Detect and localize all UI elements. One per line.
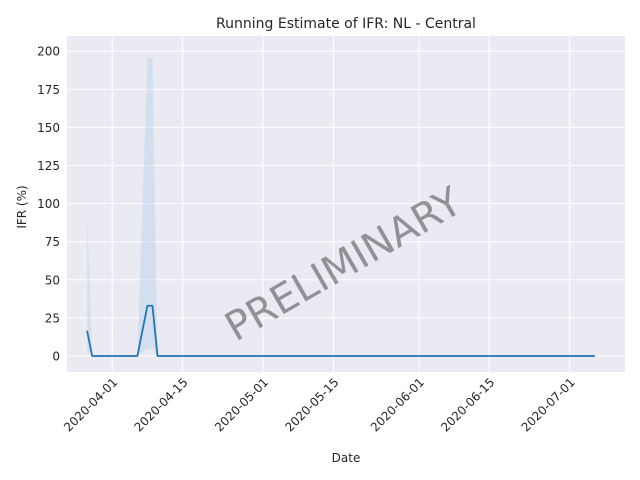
ifr-estimate-line: [86, 304, 595, 357]
y-axis-label: IFR (%): [15, 185, 29, 228]
x-tick-label: 2020-06-01: [368, 375, 427, 434]
x-tick-labels: 2020-04-01 2020-04-15 2020-05-01 2020-05-15…: [61, 375, 578, 434]
y-tick-label: 25: [45, 311, 60, 325]
y-tick-label: 50: [45, 273, 60, 287]
x-tick-label: 2020-04-15: [132, 375, 191, 434]
x-tick-label: 2020-07-01: [519, 375, 578, 434]
series-lines: [86, 304, 595, 357]
grid: [67, 36, 625, 372]
y-tick-label: 100: [37, 197, 60, 211]
y-tick-label: 125: [37, 159, 60, 173]
x-axis-label: Date: [332, 451, 361, 465]
chart-title: Running Estimate of IFR: NL - Central: [216, 16, 476, 32]
y-tick-label: 200: [37, 45, 60, 59]
x-tick-label: 2020-04-01: [61, 375, 120, 434]
y-tick-label: 175: [37, 83, 60, 97]
x-tick-label: 2020-05-01: [212, 375, 271, 434]
y-tick-label: 0: [52, 350, 60, 364]
y-tick-label: 150: [37, 121, 60, 135]
y-tick-label: 75: [45, 235, 60, 249]
x-tick-label: 2020-06-15: [438, 375, 497, 434]
y-tick-labels: 0 25 50 75 100 125 150 175 200: [37, 45, 60, 364]
x-tick-label: 2020-05-15: [282, 375, 341, 434]
